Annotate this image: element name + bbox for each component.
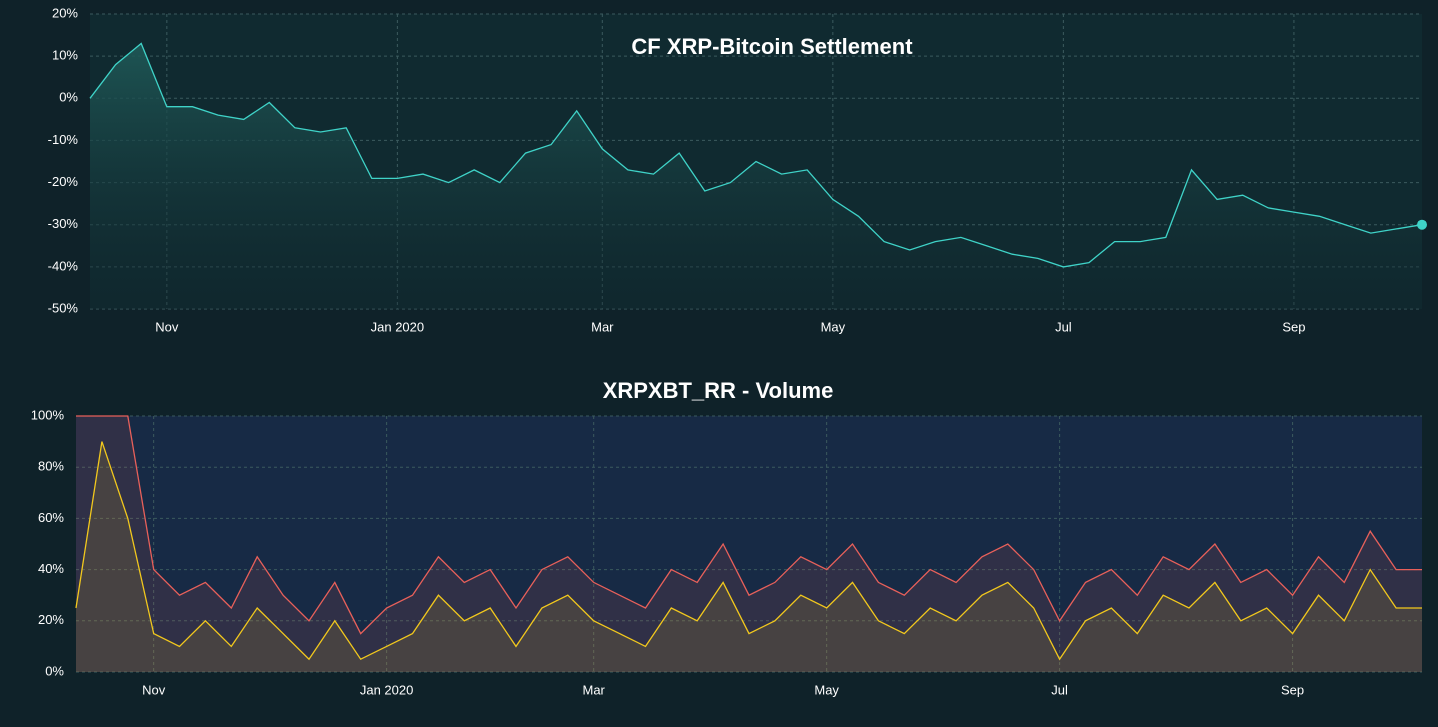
end-point: [1417, 219, 1427, 230]
line: [89, 42, 1423, 268]
y-tick-label: -50%: [48, 300, 79, 315]
x-tick-label: Jul: [1055, 319, 1072, 334]
x-tick-label: Nov: [142, 682, 166, 697]
plot-area: [76, 416, 1422, 672]
x-tick-label: Jan 2020: [371, 319, 425, 334]
y-tick-label: 40%: [38, 561, 64, 576]
line: [76, 415, 1422, 635]
line: [75, 441, 1422, 661]
y-tick-label: 100%: [31, 407, 65, 422]
area: [76, 441, 1422, 672]
y-tick-label: -30%: [48, 216, 79, 231]
x-tick-label: Sep: [1281, 682, 1304, 697]
x-tick-label: Mar: [591, 319, 614, 334]
x-tick-label: May: [821, 319, 846, 334]
y-tick-label: -20%: [48, 174, 79, 189]
x-tick-label: Mar: [582, 682, 605, 697]
y-tick-label: 0%: [59, 90, 78, 105]
y-tick-label: -10%: [48, 132, 79, 147]
y-tick-label: 0%: [45, 663, 64, 678]
chart-title: XRPXBT_RR - Volume: [603, 378, 834, 403]
y-tick-label: 20%: [38, 612, 64, 627]
y-tick-label: -40%: [48, 258, 79, 273]
area: [76, 416, 1422, 672]
x-tick-label: May: [814, 682, 839, 697]
y-tick-label: 10%: [52, 48, 78, 63]
area: [90, 43, 1422, 309]
y-tick-label: 60%: [38, 510, 64, 525]
chart-title: CF XRP-Bitcoin Settlement: [631, 34, 913, 59]
y-tick-label: 80%: [38, 459, 64, 474]
x-tick-label: Jan 2020: [360, 682, 414, 697]
x-tick-label: Nov: [155, 319, 179, 334]
x-tick-label: Sep: [1282, 319, 1305, 334]
y-tick-label: 20%: [52, 5, 78, 20]
x-tick-label: Jul: [1051, 682, 1068, 697]
